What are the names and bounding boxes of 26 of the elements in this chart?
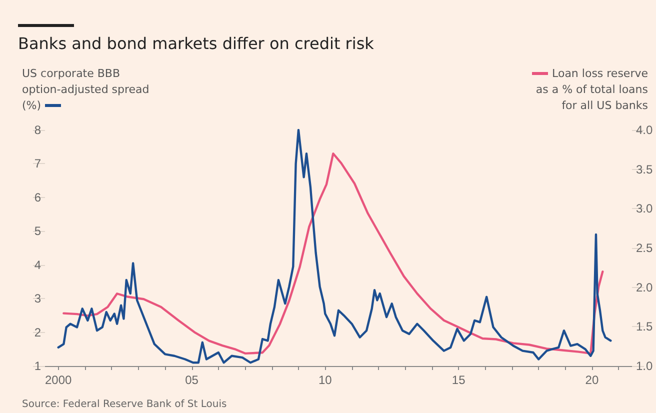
y2-tick-label: 3.0 (636, 202, 654, 216)
y-tick-label: 3 (34, 292, 42, 306)
line-series (62, 152, 604, 355)
chart-title: Banks and bond markets differ on credit risk (18, 34, 374, 54)
y-tick-label: 6 (34, 190, 42, 204)
x-tick-label: 05 (185, 373, 199, 387)
y2-tick-label: 2.5 (636, 241, 654, 255)
y-tick-label: 4 (34, 258, 42, 272)
x-tick-label: 15 (452, 373, 466, 387)
source-note: Source: Federal Reserve Bank of St Louis (22, 398, 227, 411)
y2-tick-label: 3.5 (636, 162, 654, 176)
y2-tick-label: 2.0 (636, 280, 654, 294)
y2-tick-label: 1.0 (636, 359, 654, 373)
y-tick-label: 1 (34, 359, 42, 373)
y-tick-label: 7 (34, 156, 42, 171)
y-tick-label: 2 (34, 325, 42, 340)
y-tick-label: 5 (34, 224, 42, 238)
y2-axis-title: Loan loss reserve as a % of total loans for all US banks (534, 66, 648, 114)
y2-tick-label: 1.5 (636, 320, 654, 334)
x-tick-label: 20 (585, 373, 599, 387)
line-series (57, 128, 612, 364)
x-tick-label: 10 (318, 373, 332, 387)
y2-tick-label: 4.0 (636, 123, 654, 137)
y-tick-label: 8 (34, 123, 42, 137)
y-axis-title: US corporate BBB option-adjusted spread (%) (22, 66, 150, 114)
x-tick-label: 2000 (44, 373, 72, 387)
